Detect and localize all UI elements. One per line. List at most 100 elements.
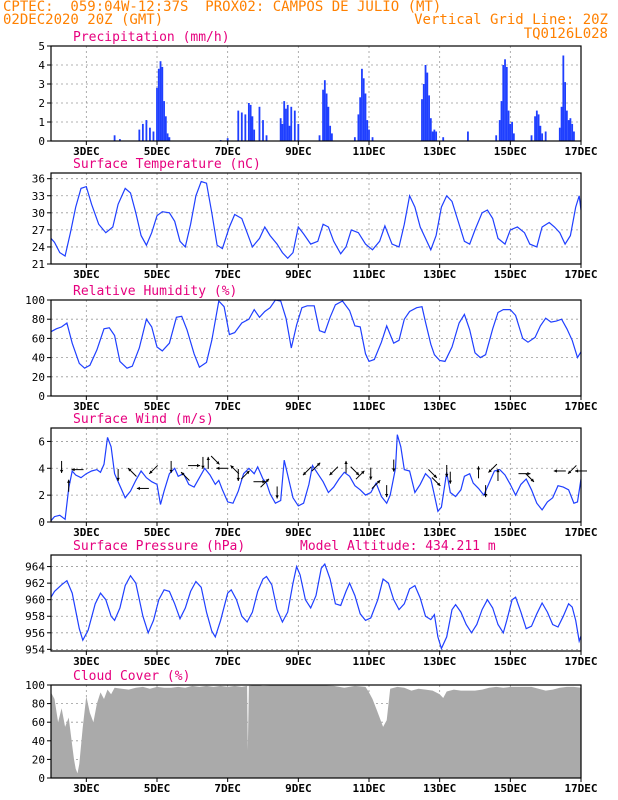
- y-tick-label: 33: [32, 190, 45, 203]
- wind-arrow-head: [392, 468, 396, 472]
- precip-bar: [113, 135, 116, 141]
- precip-bar: [507, 110, 510, 141]
- wind-arrow-head: [59, 469, 64, 473]
- precip-bar: [329, 125, 332, 141]
- precip-bar: [544, 131, 547, 141]
- x-tick-label: 11DEC: [352, 782, 385, 795]
- x-tick-label: 7DEC: [214, 145, 241, 158]
- wind-arrow-head: [216, 466, 220, 470]
- wind-arrow-head: [181, 472, 185, 476]
- y-tick-label: 80: [32, 698, 45, 711]
- y-tick-label: 2: [38, 489, 45, 502]
- precip-bar: [331, 133, 333, 141]
- precip-bar: [511, 122, 513, 141]
- y-tick-label: 0: [38, 135, 45, 148]
- header-line-1: CPTEC: 059:04W-12:37S PROX02: CAMPOS DE …: [3, 0, 442, 15]
- y-tick-label: 0: [38, 772, 45, 785]
- x-tick-label: 9DEC: [285, 782, 312, 795]
- wind-arrow-head: [149, 470, 153, 474]
- wind-arrow-head: [303, 471, 307, 476]
- x-tick-label: 9DEC: [285, 400, 312, 413]
- y-tick-label: 30: [32, 207, 45, 220]
- y-tick-label: 956: [25, 627, 45, 640]
- precip-bar: [164, 116, 167, 141]
- header-model-code: TQ0126L028: [523, 26, 608, 42]
- x-tick-label: 7DEC: [214, 655, 241, 668]
- x-tick-label: 15DEC: [494, 655, 527, 668]
- precip-bar: [505, 66, 508, 141]
- precip-bar: [288, 125, 291, 141]
- precip-bar: [249, 104, 252, 141]
- x-tick-label: 13DEC: [423, 782, 456, 795]
- y-tick-label: 6: [38, 435, 45, 448]
- x-tick-label: 9DEC: [285, 268, 312, 281]
- x-tick-label: 13DEC: [423, 400, 456, 413]
- x-tick-label: 3DEC: [73, 145, 100, 158]
- panel-frame-1: [50, 172, 582, 265]
- x-tick-label: 13DEC: [423, 145, 456, 158]
- y-tick-label: 2: [38, 97, 45, 110]
- precip-bar: [537, 114, 540, 141]
- x-tick-label: 9DEC: [285, 526, 312, 539]
- precip-bar: [435, 131, 438, 141]
- y-tick-label: 60: [32, 332, 45, 345]
- y-tick-label: 20: [32, 371, 45, 384]
- x-tick-label: 17DEC: [564, 145, 597, 158]
- wind-arrow-head: [265, 478, 269, 483]
- wind-arrow-head: [530, 478, 534, 482]
- precip-bar: [357, 114, 360, 141]
- panel-title-4: Surface Pressure (hPa): [73, 539, 245, 554]
- wind-arrow-head: [262, 480, 266, 484]
- wind-arrow-head: [437, 482, 441, 486]
- panel-title-5: Cloud Cover (%): [73, 669, 190, 684]
- x-tick-label: 15DEC: [494, 145, 527, 158]
- y-tick-label: 27: [32, 224, 45, 237]
- wind-arrow-head: [136, 486, 140, 491]
- precip-bar: [571, 123, 574, 141]
- precip-bar: [244, 114, 247, 141]
- precip-bar: [166, 133, 169, 141]
- x-tick-label: 5DEC: [144, 655, 171, 668]
- wind-arrow-head: [201, 465, 205, 469]
- wind-arrow-head: [445, 473, 449, 477]
- precip-bar: [569, 118, 572, 141]
- precip-bar: [541, 133, 544, 141]
- wind-arrow-head: [448, 480, 452, 484]
- precip-bar: [442, 137, 445, 141]
- y-tick-label: 0: [38, 390, 45, 403]
- wind-arrow-head: [369, 476, 373, 480]
- x-tick-label: 5DEC: [144, 268, 171, 281]
- precip-bar: [285, 108, 287, 141]
- y-tick-label: 4: [38, 462, 45, 475]
- x-tick-label: 5DEC: [144, 145, 171, 158]
- header-date: 02DEC2020 20Z (GMT): [3, 12, 164, 28]
- precip-bar: [567, 120, 570, 141]
- x-tick-label: 7DEC: [214, 526, 241, 539]
- x-tick-label: 15DEC: [494, 400, 527, 413]
- wind-arrow-head: [71, 468, 75, 472]
- x-tick-label: 11DEC: [352, 655, 385, 668]
- wind-arrow-head: [197, 463, 201, 468]
- wind-arrow-head: [67, 479, 71, 483]
- series-line-3: [50, 434, 582, 522]
- wind-arrow-head: [329, 471, 333, 476]
- x-tick-label: 17DEC: [564, 526, 597, 539]
- precip-bar: [322, 89, 324, 141]
- cloud-cover-area: [51, 685, 581, 778]
- precip-bar: [138, 129, 141, 141]
- panel-title-3: Surface Wind (m/s): [73, 412, 214, 427]
- precip-bar: [226, 138, 229, 141]
- wind-arrow-head: [316, 462, 321, 467]
- wind-arrow-head: [376, 480, 381, 484]
- precip-bar: [293, 110, 296, 141]
- precip-bar: [426, 72, 429, 141]
- x-tick-label: 11DEC: [352, 268, 385, 281]
- wind-arrow-head: [206, 456, 210, 460]
- x-tick-label: 5DEC: [144, 400, 171, 413]
- precip-bar: [504, 59, 506, 141]
- x-tick-label: 17DEC: [564, 782, 597, 795]
- precip-bar: [262, 120, 264, 141]
- precip-bar: [424, 65, 427, 141]
- precip-bar: [297, 123, 300, 141]
